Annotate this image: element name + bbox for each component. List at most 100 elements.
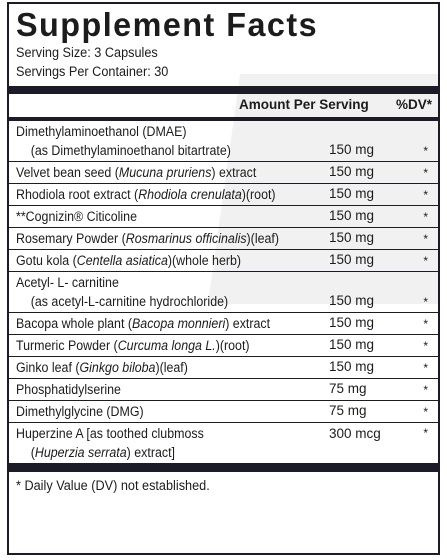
ingredient-row: Rosemary Powder (Rosmarinus officinalis)… [9,228,438,250]
ingredient-name: Ginko leaf (Ginkgo biloba)(leaf) [16,358,404,377]
daily-value-mark: * [423,210,428,224]
daily-value-mark: * [423,426,428,440]
daily-value-header: %DV* [395,97,432,112]
ingredient-name: **Cognizin® Citicoline [16,207,404,226]
ingredient-text: Rosemary Powder ( [16,231,126,246]
ingredient-text: Ginko leaf ( [16,360,80,375]
daily-value-mark: * [423,188,428,202]
panel-title: Supplement Facts [16,6,319,43]
serving-size: Serving Size: 3 Capsules [16,45,158,60]
ingredient-row: Turmeric Powder (Curcuma longa L.)(root)… [9,335,438,357]
ingredient-text: (as acetyl-L-carnitine hydrochloride) [30,294,229,309]
ingredient-subline: (as Dimethylaminoethanol bitartrate) [16,141,231,160]
ingredient-amount: 150 mg [329,293,375,308]
ingredient-row: Gotu kola (Centella asiatica)(whole herb… [9,250,438,272]
ingredient-amount: 150 mg [329,315,375,330]
ingredient-name: Velvet bean seed (Mucuna pruriens) extra… [16,163,404,182]
ingredient-amount: 75 mg [329,381,367,396]
ingredient-name: Phosphatidylserine [16,380,404,399]
ingredient-amount: 150 mg [329,359,375,374]
ingredient-amount: 150 mg [329,337,375,352]
thick-divider [9,86,438,94]
ingredient-text: Dimethylglycine (DMG) [16,404,144,419]
ingredient-row: Bacopa whole plant (Bacopa monnieri) ext… [9,313,438,335]
ingredient-amount: 150 mg [329,230,375,245]
daily-value-mark: * [423,232,428,246]
ingredient-text: **Cognizin® Citicoline [16,209,137,224]
ingredient-amount: 300 mcg [329,426,381,441]
ingredient-name: Gotu kola (Centella asiatica)(whole herb… [16,251,404,270]
ingredient-text: Rhodiola root extract ( [16,187,139,202]
ingredient-subline: (Huperzia serrata) extract] [16,443,175,462]
ingredient-text: )(leaf) [155,360,188,375]
ingredient-name: Acetyl- L- carnitine [16,273,404,292]
ingredient-text: Huperzine A [as toothed clubmoss [16,426,204,441]
daily-value-mark: * [423,339,428,353]
ingredient-amount: 150 mg [329,252,375,267]
header-divider [9,117,438,121]
ingredient-amount: 150 mg [329,164,375,179]
ingredient-text: (as Dimethylaminoethanol bitartrate) [30,143,231,158]
ingredient-text: Velvet bean seed ( [16,165,119,180]
botanical-name: Rosmarinus officinalis [125,231,247,246]
ingredient-text: Dimethylaminoethanol (DMAE) [16,124,187,139]
ingredient-row: Acetyl- L- carnitine (as acetyl-L-carniti… [9,272,438,313]
ingredient-row: Rhodiola root extract (Rhodiola crenulat… [9,184,438,206]
botanical-name: Mucuna pruriens [118,165,212,180]
ingredient-list: Dimethylaminoethanol (DMAE) (as Dimethyla… [9,121,438,464]
ingredient-text: Turmeric Powder ( [16,338,118,353]
ingredient-name-continued: (as acetyl-L-carnitine hydrochloride) [16,292,404,311]
ingredient-row: Ginko leaf (Ginkgo biloba)(leaf) 150 mg * [9,357,438,379]
ingredient-name-continued: (as Dimethylaminoethanol bitartrate) [16,141,404,160]
ingredient-text: )(leaf) [246,231,279,246]
ingredient-amount: 75 mg [329,403,367,418]
supplement-facts-panel: Supplement Facts Serving Size: 3 Capsule… [7,2,440,555]
ingredient-name: Dimethylglycine (DMG) [16,402,404,421]
ingredient-amount: 150 mg [329,142,375,157]
daily-value-mark: * [423,361,428,375]
daily-value-mark: * [423,295,428,309]
ingredient-text: Acetyl- L- carnitine [16,275,119,290]
ingredient-row: Velvet bean seed (Mucuna pruriens) extra… [9,162,438,184]
ingredient-row: **Cognizin® Citicoline 150 mg * [9,206,438,228]
daily-value-mark: * [423,383,428,397]
ingredient-subline: (as acetyl-L-carnitine hydrochloride) [16,292,228,311]
botanical-name: Ginkgo biloba [79,360,156,375]
ingredient-amount: 150 mg [329,186,375,201]
ingredient-text: Gotu kola ( [16,253,77,268]
daily-value-mark: * [423,144,428,158]
footnote: * Daily Value (DV) not established. [16,478,210,493]
ingredient-text: )(root) [241,187,276,202]
ingredient-name: Turmeric Powder (Curcuma longa L.)(root) [16,336,404,355]
ingredient-name: Bacopa whole plant (Bacopa monnieri) ext… [16,314,404,333]
botanical-name: Rhodiola crenulata [138,187,242,202]
daily-value-mark: * [423,317,428,331]
ingredient-text: ) extract [211,165,257,180]
ingredient-text: ) extract] [126,445,175,460]
ingredient-amount: 150 mg [329,208,375,223]
botanical-name: Curcuma longa L. [117,338,216,353]
ingredient-text: Phosphatidylserine [16,382,121,397]
ingredient-text: )(whole herb) [167,253,242,268]
ingredient-row: Huperzine A [as toothed clubmoss (Huperzi… [9,423,438,464]
ingredient-text: )(root) [215,338,250,353]
daily-value-mark: * [423,254,428,268]
ingredient-name: Huperzine A [as toothed clubmoss [16,424,404,443]
ingredient-text: ( [30,445,35,460]
ingredient-row: Dimethylaminoethanol (DMAE) (as Dimethyla… [9,121,438,162]
ingredient-text: Bacopa whole plant ( [16,316,133,331]
servings-per-container: Servings Per Container: 30 [16,64,169,79]
ingredient-row: Dimethylglycine (DMG) 75 mg * [9,401,438,423]
daily-value-mark: * [423,166,428,180]
daily-value-mark: * [423,405,428,419]
column-header: Amount Per Serving %DV* [9,94,438,116]
amount-per-serving-header: Amount Per Serving [239,97,369,112]
botanical-name: Bacopa monnieri [132,316,226,331]
ingredient-name: Dimethylaminoethanol (DMAE) [16,122,404,141]
ingredient-row: Phosphatidylserine 75 mg * [9,379,438,401]
botanical-name: Huperzia serrata [34,445,127,460]
bottom-divider [9,464,438,472]
ingredient-name: Rhodiola root extract (Rhodiola crenulat… [16,185,404,204]
ingredient-name-continued: (Huperzia serrata) extract] [16,443,404,462]
ingredient-name: Rosemary Powder (Rosmarinus officinalis)… [16,229,404,248]
